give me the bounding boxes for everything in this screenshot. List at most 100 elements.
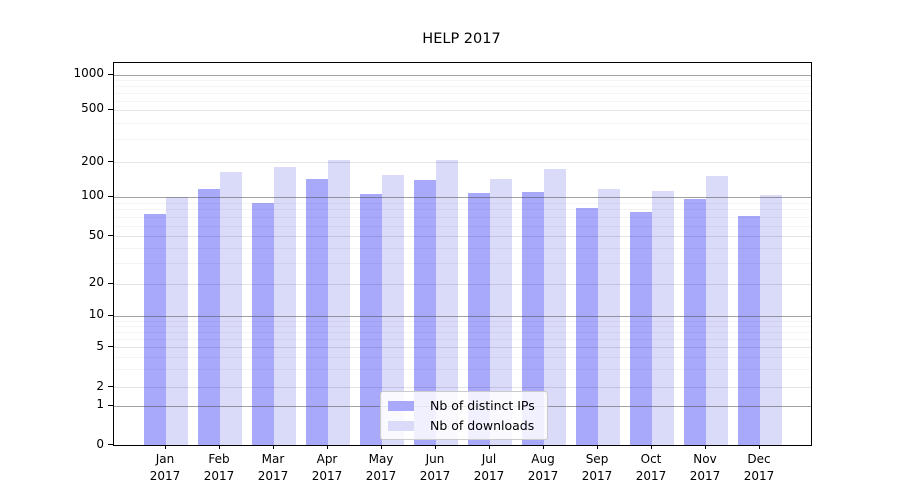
bar-distinct-ips-aug: [522, 192, 544, 445]
bar-downloads-sep: [598, 189, 620, 445]
gridline-60: [114, 226, 811, 227]
gridline-90: [114, 203, 811, 204]
gridline-800: [114, 86, 811, 87]
bar-distinct-ips-sep: [576, 208, 598, 445]
bar-downloads-aug: [544, 169, 566, 445]
x-tick-may: [381, 445, 382, 449]
y-tick-1000: [108, 74, 113, 75]
gridline-900: [114, 80, 811, 81]
gridline-10: [114, 316, 811, 317]
x-tick-label-nov: Nov 2017: [689, 452, 721, 483]
gridline-9: [114, 321, 811, 322]
x-tick-label-may: May 2017: [365, 452, 397, 483]
bar-downloads-jun: [436, 160, 458, 445]
x-tick-label-dec: Dec 2017: [743, 452, 775, 483]
y-tick-5: [108, 346, 113, 347]
legend-swatch-downloads: [388, 420, 414, 431]
y-tick-label-20: 20: [88, 275, 104, 289]
x-tick-label-sep: Sep 2017: [581, 452, 613, 483]
gridline-40: [114, 248, 811, 249]
x-tick-oct: [651, 445, 652, 449]
y-tick-label-2: 2: [96, 379, 104, 393]
bar-distinct-ips-may: [360, 194, 382, 445]
legend-row-distinct-ips: Nb of distinct IPs: [387, 396, 541, 416]
bar-distinct-ips-jun: [414, 180, 436, 445]
x-tick-jul: [489, 445, 490, 449]
bar-downloads-dec: [760, 195, 782, 445]
bar-distinct-ips-apr: [306, 179, 328, 445]
y-tick-20: [108, 283, 113, 284]
x-tick-label-mar: Mar 2017: [257, 452, 289, 483]
y-tick-label-200: 200: [81, 154, 104, 168]
bar-downloads-mar: [274, 167, 296, 445]
x-tick-label-jul: Jul 2017: [473, 452, 505, 483]
x-tick-feb: [219, 445, 220, 449]
x-tick-label-apr: Apr 2017: [311, 452, 343, 483]
x-tick-label-aug: Aug 2017: [527, 452, 559, 483]
gridline-6: [114, 339, 811, 340]
gridline-400: [114, 123, 811, 124]
gridline-7: [114, 332, 811, 333]
bar-distinct-ips-jan: [144, 214, 166, 445]
gridline-1000: [114, 75, 811, 76]
gridline-300: [114, 139, 811, 140]
x-tick-label-oct: Oct 2017: [635, 452, 667, 483]
y-tick-10: [108, 315, 113, 316]
gridline-100: [114, 197, 811, 198]
y-tick-label-500: 500: [81, 101, 104, 115]
y-tick-label-0: 0: [96, 437, 104, 451]
gridline-700: [114, 93, 811, 94]
y-tick-label-50: 50: [88, 228, 104, 242]
bar-distinct-ips-mar: [252, 203, 274, 445]
x-tick-apr: [327, 445, 328, 449]
y-tick-label-1: 1: [96, 397, 104, 411]
gridline-3: [114, 369, 811, 370]
y-tick-label-1000: 1000: [73, 66, 104, 80]
bar-downloads-jul: [490, 179, 512, 445]
y-tick-1: [108, 405, 113, 406]
chart-title: HELP 2017: [422, 31, 501, 47]
gridline-2: [114, 387, 811, 388]
x-tick-label-feb: Feb 2017: [203, 452, 235, 483]
bar-distinct-ips-dec: [738, 216, 760, 445]
x-tick-jun: [435, 445, 436, 449]
gridline-600: [114, 101, 811, 102]
bar-downloads-nov: [706, 176, 728, 445]
gridline-500: [114, 110, 811, 111]
y-tick-50: [108, 235, 113, 236]
legend-label-distinct-ips: Nb of distinct IPs: [430, 398, 535, 413]
y-tick-label-5: 5: [96, 339, 104, 353]
y-tick-label-10: 10: [88, 307, 104, 321]
x-tick-label-jun: Jun 2017: [419, 452, 451, 483]
legend-label-downloads: Nb of downloads: [430, 418, 535, 433]
gridline-50: [114, 236, 811, 237]
bar-downloads-apr: [328, 160, 350, 445]
y-tick-100: [108, 196, 113, 197]
y-tick-200: [108, 161, 113, 162]
y-tick-0: [108, 444, 113, 445]
plot-area: Nb of distinct IPs Nb of downloads: [113, 62, 812, 446]
x-tick-nov: [705, 445, 706, 449]
legend-swatch-distinct-ips: [388, 400, 414, 411]
bar-distinct-ips-jul: [468, 193, 490, 445]
x-tick-jan: [165, 445, 166, 449]
legend: Nb of distinct IPs Nb of downloads: [380, 391, 548, 440]
bar-downloads-jan: [166, 197, 188, 445]
bar-downloads-oct: [652, 191, 674, 445]
gridline-70: [114, 217, 811, 218]
gridline-8: [114, 326, 811, 327]
gridline-200: [114, 162, 811, 163]
legend-row-downloads: Nb of downloads: [387, 416, 541, 436]
y-tick-label-100: 100: [81, 188, 104, 202]
gridline-5: [114, 347, 811, 348]
y-tick-500: [108, 109, 113, 110]
gridline-20: [114, 284, 811, 285]
x-tick-dec: [759, 445, 760, 449]
x-tick-aug: [543, 445, 544, 449]
gridline-30: [114, 263, 811, 264]
gridline-4: [114, 357, 811, 358]
bar-downloads-feb: [220, 172, 242, 445]
bar-distinct-ips-nov: [684, 199, 706, 445]
bar-distinct-ips-feb: [198, 189, 220, 445]
